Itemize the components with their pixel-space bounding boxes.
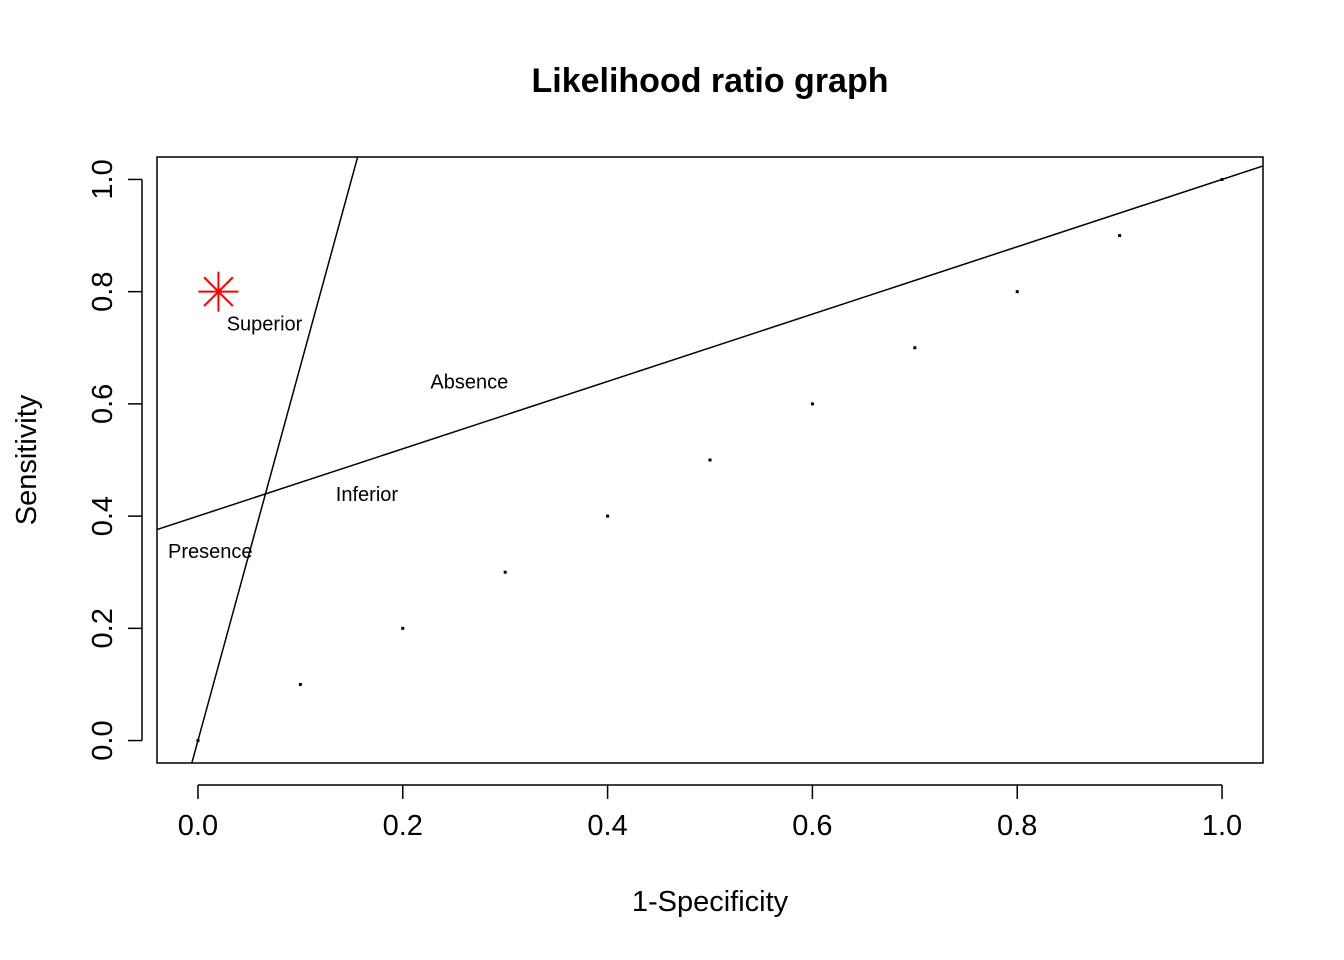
data-point bbox=[606, 514, 610, 518]
asterisk-point bbox=[198, 271, 239, 312]
data-point bbox=[708, 458, 712, 462]
asterisk-stroke bbox=[203, 276, 234, 307]
y-axis-label: Sensitivity bbox=[11, 394, 43, 525]
x-tick-label: 0.2 bbox=[383, 810, 423, 842]
region-label: Absence bbox=[430, 371, 508, 393]
y-tick-label: 0.4 bbox=[87, 496, 119, 536]
y-tick-label: 0.2 bbox=[87, 608, 119, 648]
region-label: Inferior bbox=[336, 484, 399, 506]
data-point bbox=[1118, 234, 1122, 238]
chart-title: Likelihood ratio graph bbox=[531, 62, 888, 100]
y-tick-label: 1.0 bbox=[87, 159, 119, 199]
data-point bbox=[1220, 177, 1224, 181]
y-tick-label: 0.6 bbox=[87, 384, 119, 424]
plot-frame bbox=[156, 156, 1264, 764]
region-label: Presence bbox=[168, 541, 253, 563]
y-tick-label: 0.0 bbox=[87, 720, 119, 760]
data-point bbox=[503, 570, 507, 574]
reference-line-2 bbox=[157, 165, 1263, 531]
data-point bbox=[298, 682, 302, 686]
y-tick-label: 0.8 bbox=[87, 272, 119, 312]
region-label: Superior bbox=[227, 314, 303, 336]
data-point bbox=[1015, 290, 1019, 294]
x-tick-label: 0.6 bbox=[792, 810, 832, 842]
data-point bbox=[810, 402, 814, 406]
x-tick-label: 0.8 bbox=[997, 810, 1037, 842]
x-axis-label: 1-Specificity bbox=[632, 886, 789, 918]
y-axis: 0.0 0.2 0.4 0.6 0.8 1.0 bbox=[87, 159, 143, 761]
x-tick-label: 1.0 bbox=[1202, 810, 1242, 842]
x-tick-label: 0.0 bbox=[178, 810, 218, 842]
data-point bbox=[401, 626, 405, 630]
x-axis: 0.0 0.2 0.4 0.6 0.8 1.0 bbox=[178, 784, 1242, 842]
reference-line-1 bbox=[191, 157, 359, 763]
data-point bbox=[196, 739, 200, 743]
plot-area: Superior Absence Inferior Presence bbox=[157, 157, 1263, 763]
x-tick-label: 0.4 bbox=[587, 810, 627, 842]
data-point bbox=[913, 346, 917, 350]
